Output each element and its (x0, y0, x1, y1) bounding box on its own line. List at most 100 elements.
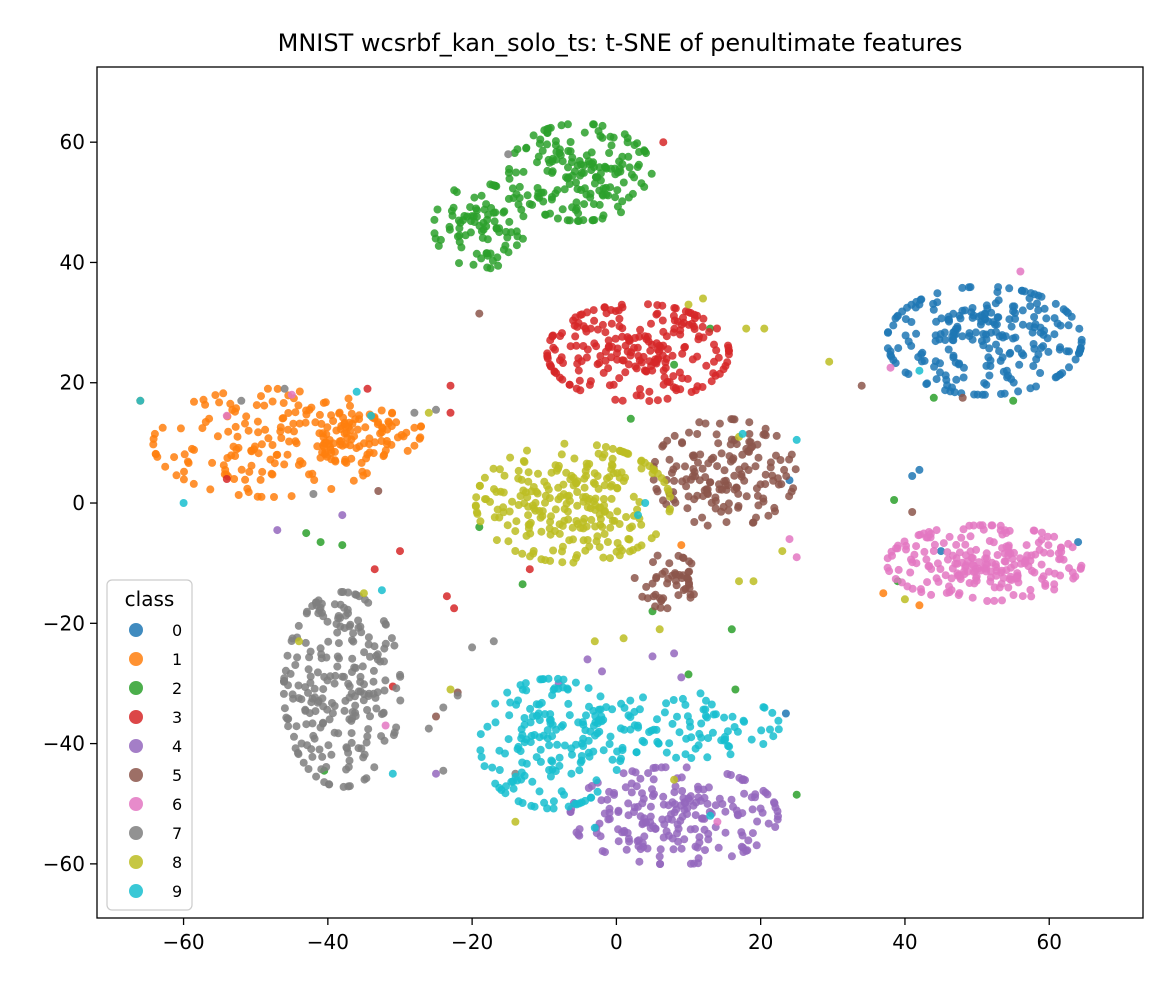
point-class-1 (179, 475, 188, 484)
point-class-6 (1035, 545, 1044, 554)
point-class-2 (463, 212, 472, 221)
point-class-8 (552, 466, 561, 475)
point-class-4 (714, 843, 723, 852)
point-class-0 (1000, 389, 1009, 398)
point-class-3 (586, 377, 595, 386)
point-class-1 (263, 384, 272, 393)
point-class-9 (491, 718, 500, 727)
point-class-3 (699, 333, 708, 342)
point-class-8 (524, 502, 533, 511)
point-class-9 (549, 804, 558, 813)
point-class-2 (469, 260, 478, 269)
point-class-0 (1075, 324, 1084, 333)
point-class-7 (310, 684, 319, 693)
point-class-1 (381, 446, 390, 455)
point-class-4 (655, 852, 664, 861)
point-class-9 (352, 387, 361, 396)
point-class-1 (362, 454, 371, 463)
point-class-9 (547, 756, 556, 765)
point-class-6 (948, 551, 957, 560)
point-class-1 (233, 432, 242, 441)
point-class-0 (982, 361, 991, 370)
point-class-6 (1037, 560, 1046, 569)
point-class-1 (388, 408, 397, 417)
point-class-7 (318, 752, 327, 761)
point-class-7 (302, 609, 311, 618)
point-class-7 (369, 677, 378, 686)
point-class-4 (721, 807, 730, 816)
point-class-1 (172, 471, 181, 480)
point-class-8 (518, 549, 527, 558)
point-class-3 (582, 353, 591, 362)
point-class-9 (616, 757, 625, 766)
point-class-8 (359, 589, 368, 598)
point-class-2 (630, 173, 639, 182)
point-class-2 (618, 160, 627, 169)
point-class-7 (453, 691, 462, 700)
point-class-3 (645, 387, 654, 396)
point-class-7 (309, 490, 318, 498)
point-class-8 (476, 517, 485, 526)
point-class-0 (1077, 335, 1086, 344)
point-class-6 (1004, 543, 1013, 552)
point-class-7 (311, 707, 320, 716)
point-class-1 (279, 414, 288, 423)
point-class-7 (288, 690, 297, 699)
point-class-8 (607, 460, 616, 469)
point-class-6 (1068, 543, 1077, 552)
point-class-2 (475, 221, 484, 230)
point-class-8 (593, 532, 602, 541)
point-class-8 (475, 482, 484, 490)
point-class-7 (381, 619, 390, 628)
point-class-8 (568, 523, 577, 532)
point-class-2 (447, 206, 456, 215)
point-class-7 (280, 704, 289, 713)
point-class-7 (280, 677, 288, 686)
point-class-3 (600, 303, 609, 312)
point-class-3 (565, 380, 574, 389)
point-class-9 (605, 740, 614, 748)
point-class-7 (288, 634, 297, 643)
point-class-9 (733, 727, 742, 736)
point-class-8 (591, 505, 600, 514)
point-class-0 (943, 381, 952, 390)
point-class-7 (345, 756, 354, 765)
point-class-9 (179, 499, 188, 507)
point-class-2 (596, 132, 605, 140)
point-class-7 (504, 150, 513, 159)
point-class-5 (745, 437, 754, 446)
point-class-6 (948, 564, 957, 573)
point-class-2 (455, 224, 464, 233)
point-class-1 (206, 485, 215, 494)
point-class-2 (600, 162, 609, 171)
point-class-7 (379, 708, 388, 717)
point-class-6 (969, 561, 978, 570)
point-class-2 (572, 178, 580, 187)
point-class-8 (471, 501, 480, 510)
point-class-8 (558, 547, 566, 556)
point-class-3 (713, 324, 721, 333)
point-class-9 (635, 705, 644, 714)
point-class-6 (986, 567, 995, 576)
point-class-9 (521, 679, 530, 688)
point-class-7 (283, 715, 292, 723)
point-class-1 (258, 467, 267, 476)
point-class-2 (472, 212, 481, 221)
point-class-3 (636, 391, 645, 400)
point-class-6 (972, 545, 981, 554)
point-class-6 (902, 541, 910, 550)
point-class-9 (568, 750, 576, 759)
point-class-3 (601, 328, 610, 337)
point-class-4 (635, 857, 644, 866)
point-class-8 (563, 492, 572, 501)
y-tick-label: −20 (43, 611, 85, 635)
point-class-7 (345, 682, 354, 691)
point-class-8 (637, 457, 646, 466)
point-class-9 (504, 735, 513, 744)
point-class-8 (900, 595, 909, 604)
point-class-3 (647, 319, 655, 328)
point-class-5 (766, 463, 775, 472)
point-class-3 (687, 388, 696, 396)
point-class-1 (184, 459, 193, 467)
x-axis: −60 −40 −20 0 20 40 60 (162, 918, 1062, 954)
